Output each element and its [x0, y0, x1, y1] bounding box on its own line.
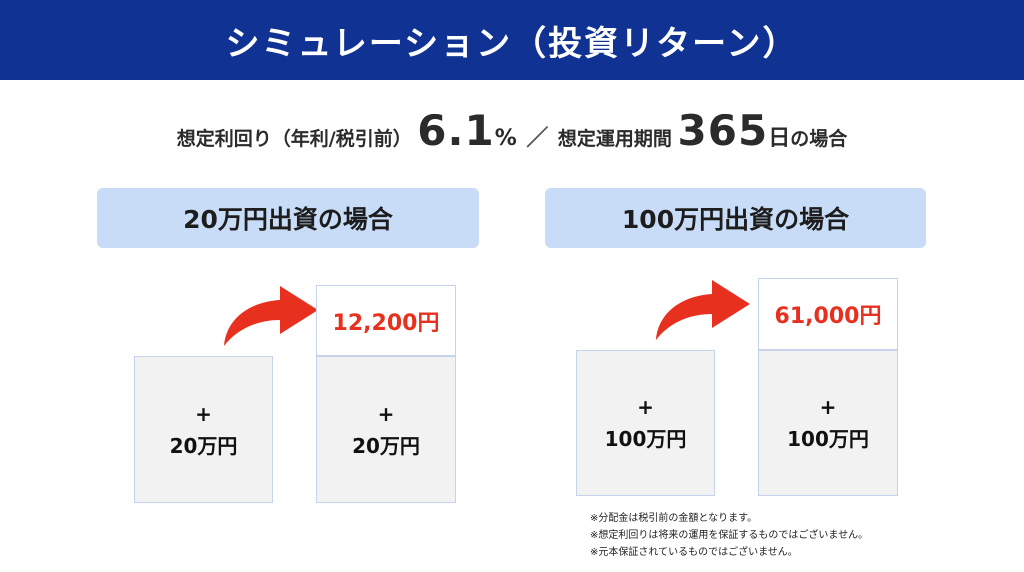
growth-arrow-icon: [224, 286, 318, 346]
growth-arrow-icon: [656, 280, 750, 340]
return-amount: 12,200円: [332, 310, 440, 336]
period-value: 365: [677, 106, 769, 155]
case-2-title: 100万円出資の場合: [545, 188, 926, 248]
plus-sign: +: [819, 395, 837, 419]
case-2-principal-after-box: + 100万円: [758, 350, 898, 496]
period-label: 想定運用期間: [557, 128, 672, 150]
case-2-return-box: 61,000円: [758, 278, 898, 350]
principal-amount: 100万円: [604, 427, 687, 451]
rate-unit: %: [494, 126, 517, 151]
header-bar: シミュレーション（投資リターン）: [0, 0, 1024, 80]
rate-label: 想定利回り（年利/税引前）: [176, 128, 412, 150]
plus-sign: +: [195, 401, 212, 426]
plus-sign: +: [637, 395, 654, 419]
note-line: ※想定利回りは将来の運用を保証するものではございません。: [590, 530, 869, 541]
separator: ／: [526, 126, 549, 151]
disclaimer-notes: ※分配金は税引前の金額となります。 ※想定利回りは将来の運用を保証するものではご…: [590, 510, 868, 561]
period-unit: 日: [768, 126, 791, 151]
return-amount: 61,000円: [774, 304, 882, 329]
note-line: ※分配金は税引前の金額となります。: [590, 513, 758, 524]
case-2-principal-box: + 100万円: [576, 350, 715, 496]
plus-sign: +: [377, 401, 395, 426]
principal-amount: 20万円: [169, 433, 238, 458]
case-1-return-box: 12,200円: [316, 285, 456, 356]
note-line: ※元本保証されているものではございません。: [590, 547, 798, 558]
assumption-line: 想定利回り（年利/税引前） 6.1% ／ 想定運用期間 365日の場合: [0, 106, 1024, 155]
case-1-principal-after-box: + 20万円: [316, 356, 456, 503]
principal-amount: 20万円: [352, 433, 420, 458]
period-suffix: の場合: [790, 128, 848, 150]
rate-value: 6.1: [417, 106, 495, 155]
case-1-title: 20万円出資の場合: [97, 188, 479, 248]
principal-amount: 100万円: [787, 427, 869, 451]
page-title: シミュレーション（投資リターン）: [225, 23, 799, 64]
case-1-principal-box: + 20万円: [134, 356, 273, 503]
